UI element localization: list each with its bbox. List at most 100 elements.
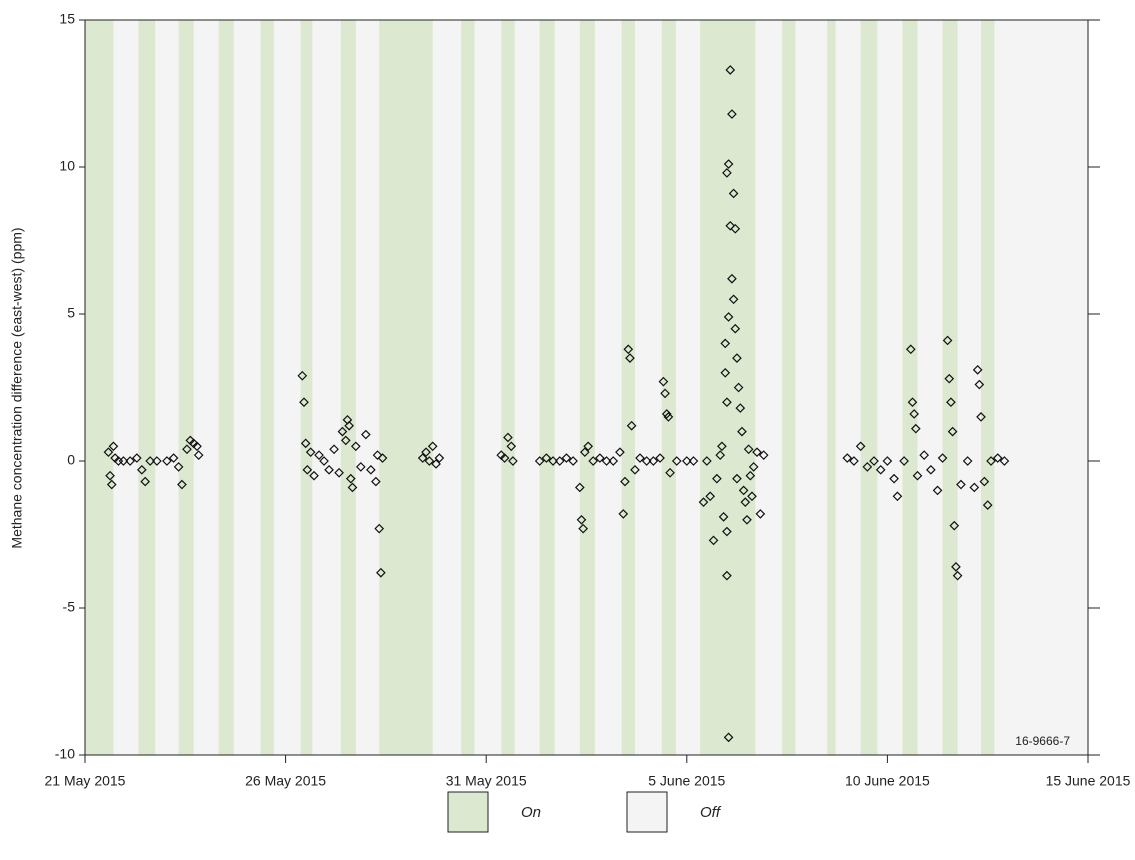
point bbox=[986, 456, 996, 466]
y-tick-label: 10 bbox=[59, 158, 75, 174]
point bbox=[842, 453, 853, 463]
point bbox=[583, 441, 594, 452]
point bbox=[347, 482, 358, 493]
point bbox=[344, 420, 354, 431]
point bbox=[725, 65, 736, 75]
point bbox=[882, 456, 893, 466]
point bbox=[145, 456, 156, 466]
point bbox=[579, 447, 590, 458]
y-tick-label: -5 bbox=[63, 599, 76, 615]
point bbox=[329, 444, 339, 455]
point bbox=[355, 462, 366, 472]
point bbox=[660, 388, 670, 399]
on-period bbox=[379, 20, 433, 755]
point bbox=[949, 520, 960, 531]
point bbox=[892, 491, 903, 502]
point bbox=[681, 456, 692, 466]
point bbox=[371, 476, 381, 487]
point bbox=[374, 523, 385, 534]
point bbox=[434, 453, 445, 463]
point bbox=[932, 485, 943, 496]
point bbox=[722, 168, 732, 178]
point bbox=[568, 456, 578, 466]
point bbox=[314, 450, 324, 460]
point bbox=[630, 464, 640, 475]
point bbox=[641, 456, 652, 466]
point bbox=[299, 397, 309, 408]
point bbox=[173, 462, 184, 472]
on-period bbox=[340, 20, 356, 755]
point bbox=[919, 450, 930, 460]
point bbox=[720, 367, 731, 378]
point bbox=[732, 353, 742, 363]
point bbox=[758, 450, 769, 460]
point bbox=[417, 453, 428, 463]
on-period bbox=[902, 20, 918, 755]
on-period bbox=[827, 20, 836, 755]
point bbox=[620, 476, 630, 487]
x-tick-label: 5 June 2015 bbox=[648, 773, 725, 789]
point bbox=[738, 485, 749, 496]
on-period bbox=[661, 20, 676, 755]
point bbox=[601, 456, 612, 466]
point bbox=[862, 462, 873, 472]
point bbox=[946, 397, 956, 408]
x-tick-label: 21 May 2015 bbox=[45, 773, 126, 789]
point bbox=[952, 570, 963, 581]
point bbox=[608, 456, 619, 466]
point bbox=[118, 456, 129, 466]
point bbox=[926, 464, 936, 475]
point bbox=[722, 570, 732, 581]
point bbox=[366, 464, 376, 475]
on-period bbox=[461, 20, 475, 755]
point bbox=[899, 456, 909, 466]
point bbox=[334, 467, 344, 478]
y-tick-label: 5 bbox=[67, 305, 75, 321]
point bbox=[377, 453, 388, 463]
point bbox=[737, 426, 747, 437]
point bbox=[658, 376, 669, 387]
point bbox=[424, 456, 435, 466]
point bbox=[648, 456, 659, 466]
point bbox=[869, 456, 879, 466]
point bbox=[421, 447, 431, 458]
point bbox=[742, 514, 752, 525]
point bbox=[635, 453, 645, 463]
point bbox=[999, 456, 1010, 466]
point bbox=[969, 482, 980, 493]
on-period bbox=[178, 20, 194, 755]
point bbox=[103, 447, 114, 458]
point bbox=[849, 456, 859, 466]
point bbox=[718, 512, 729, 522]
point bbox=[506, 441, 517, 452]
point bbox=[740, 497, 751, 508]
point bbox=[499, 453, 510, 463]
point bbox=[855, 441, 866, 452]
point bbox=[972, 365, 983, 375]
point bbox=[503, 432, 513, 443]
point bbox=[105, 470, 115, 481]
axes: -10 -5 0 5 10 15 21 May 2015 26 May 2015 31 May … bbox=[45, 11, 1131, 789]
point bbox=[427, 441, 438, 452]
point bbox=[723, 732, 734, 743]
plot-background bbox=[85, 20, 1088, 755]
point bbox=[889, 473, 899, 484]
point bbox=[947, 426, 958, 437]
point bbox=[698, 497, 709, 508]
point bbox=[337, 426, 348, 437]
point bbox=[733, 382, 744, 393]
x-tick-label: 26 May 2015 bbox=[245, 773, 326, 789]
y-tick-label: 0 bbox=[67, 452, 75, 468]
point bbox=[345, 473, 356, 484]
point bbox=[705, 491, 716, 502]
legend-label: On bbox=[521, 804, 541, 821]
point bbox=[912, 470, 923, 481]
point bbox=[663, 412, 674, 422]
point bbox=[376, 567, 386, 578]
points bbox=[103, 65, 1010, 743]
point bbox=[595, 453, 605, 463]
on-period bbox=[260, 20, 274, 755]
on-period bbox=[700, 20, 756, 755]
point bbox=[574, 482, 585, 493]
